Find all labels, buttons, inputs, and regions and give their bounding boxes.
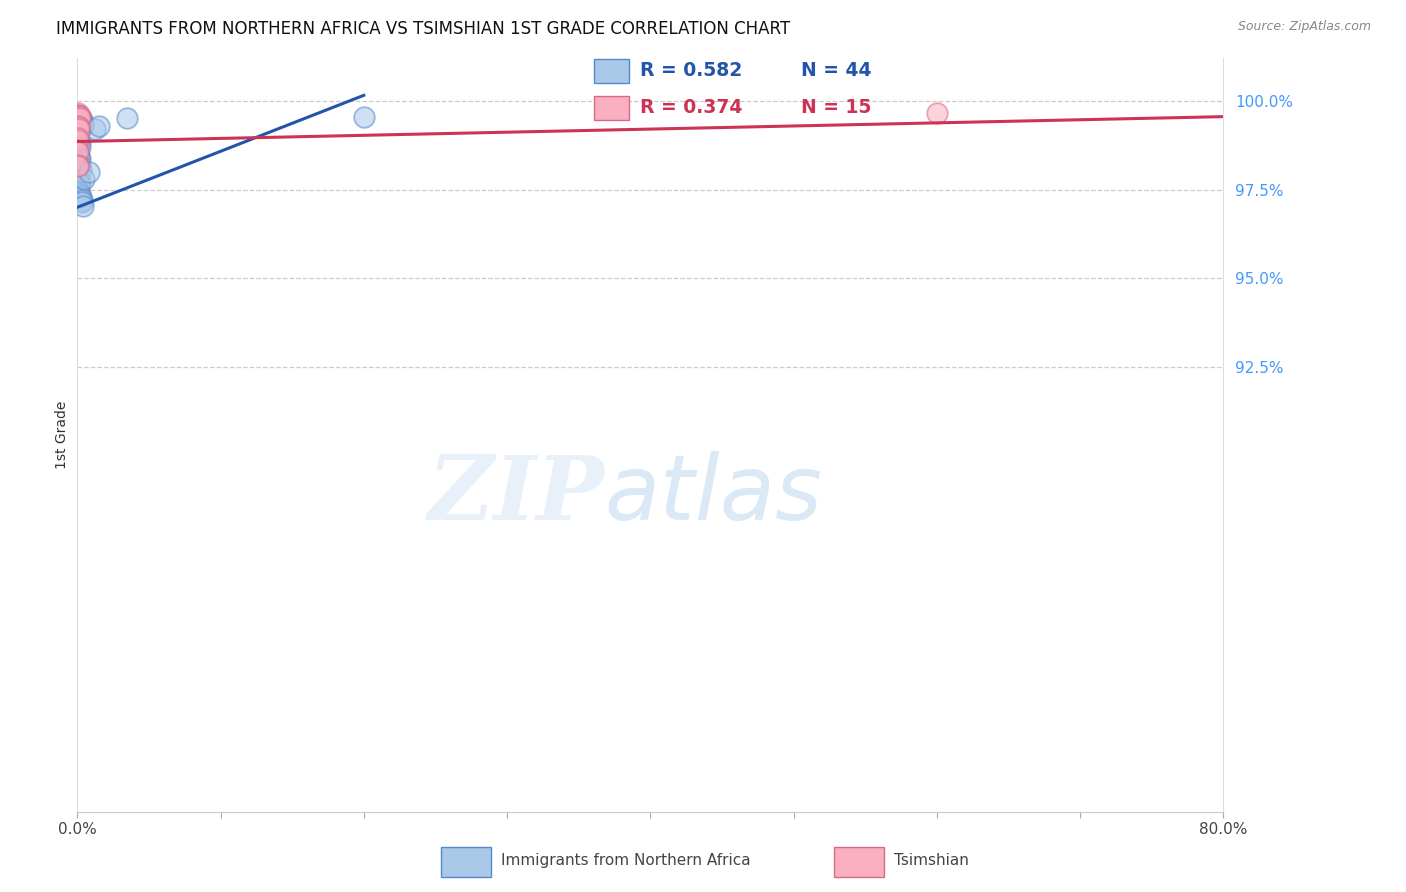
- Text: N = 44: N = 44: [801, 62, 872, 80]
- Point: [67, 136, 90, 151]
- Point: [67, 119, 90, 133]
- Text: atlas: atlas: [605, 451, 823, 539]
- Point: [67, 124, 90, 138]
- Point: [83, 122, 105, 136]
- Point: [69, 153, 91, 167]
- Text: IMMIGRANTS FROM NORTHERN AFRICA VS TSIMSHIAN 1ST GRADE CORRELATION CHART: IMMIGRANTS FROM NORTHERN AFRICA VS TSIMS…: [56, 20, 790, 37]
- Point: [77, 165, 100, 179]
- Point: [70, 112, 93, 126]
- Point: [87, 119, 110, 133]
- Text: Source: ZipAtlas.com: Source: ZipAtlas.com: [1237, 20, 1371, 33]
- Point: [66, 144, 89, 158]
- Point: [70, 193, 93, 207]
- Point: [69, 140, 91, 154]
- Point: [69, 113, 91, 128]
- Point: [67, 138, 90, 153]
- Point: [69, 109, 91, 123]
- Point: [67, 112, 90, 126]
- Point: [67, 120, 90, 135]
- Bar: [441, 847, 492, 877]
- Text: N = 15: N = 15: [801, 98, 872, 117]
- Point: [72, 117, 94, 131]
- Point: [117, 112, 139, 126]
- Point: [67, 147, 90, 161]
- Point: [72, 198, 94, 212]
- Point: [72, 119, 94, 133]
- Y-axis label: 1st Grade: 1st Grade: [55, 401, 69, 469]
- Point: [67, 106, 90, 120]
- Point: [69, 111, 91, 125]
- Point: [67, 186, 90, 200]
- Point: [69, 135, 91, 149]
- Point: [67, 108, 90, 122]
- Point: [67, 131, 90, 145]
- Point: [67, 149, 90, 163]
- Bar: [834, 847, 884, 877]
- Point: [69, 187, 91, 202]
- Point: [73, 172, 96, 186]
- Point: [70, 113, 93, 128]
- Point: [67, 108, 90, 122]
- Point: [69, 122, 91, 136]
- Text: Immigrants from Northern Africa: Immigrants from Northern Africa: [501, 854, 751, 868]
- Point: [69, 151, 91, 165]
- Point: [67, 161, 90, 176]
- Point: [72, 115, 94, 129]
- Point: [70, 115, 93, 129]
- Text: ZIP: ZIP: [429, 452, 605, 539]
- Point: [67, 110, 90, 124]
- Point: [353, 110, 375, 124]
- Point: [67, 110, 90, 124]
- Text: Tsimshian: Tsimshian: [894, 854, 969, 868]
- Point: [72, 194, 94, 209]
- Point: [69, 112, 91, 126]
- Point: [67, 172, 90, 186]
- Point: [67, 133, 90, 147]
- Text: R = 0.582: R = 0.582: [640, 62, 742, 80]
- Point: [66, 158, 89, 172]
- Bar: [593, 95, 630, 120]
- Point: [925, 106, 948, 120]
- Point: [67, 160, 90, 174]
- Point: [69, 122, 91, 136]
- Point: [67, 174, 90, 188]
- Point: [67, 160, 90, 174]
- Point: [69, 177, 91, 191]
- Point: [69, 126, 91, 140]
- Point: [69, 158, 91, 172]
- Point: [69, 110, 91, 124]
- Point: [67, 184, 90, 198]
- Point: [69, 176, 91, 190]
- Point: [70, 163, 93, 178]
- Text: R = 0.374: R = 0.374: [640, 98, 742, 117]
- Point: [67, 145, 90, 160]
- Bar: [593, 59, 630, 83]
- Point: [70, 189, 93, 203]
